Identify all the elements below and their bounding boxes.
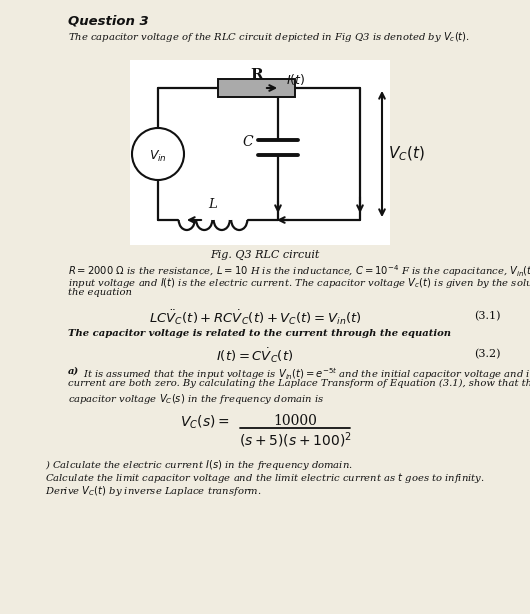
FancyBboxPatch shape [130, 60, 390, 245]
Text: C: C [243, 135, 253, 149]
Text: input voltage and $I(t)$ is the electric current. The capacitor voltage $V_c(t)$: input voltage and $I(t)$ is the electric… [68, 276, 530, 289]
Text: $I(t)$: $I(t)$ [286, 72, 305, 87]
Text: (3.1): (3.1) [474, 311, 500, 321]
Text: R: R [250, 68, 263, 82]
Text: a): a) [68, 367, 80, 376]
Text: $V_C(s) =$: $V_C(s) =$ [180, 413, 229, 430]
Text: It is assumed that the input voltage is $V_{in}(t) = e^{-5t}$ and the initial ca: It is assumed that the input voltage is … [83, 367, 530, 383]
Text: L: L [209, 198, 217, 211]
Text: The capacitor voltage of the RLC circuit depicted in Fig Q3 is denoted by $V_c(t: The capacitor voltage of the RLC circuit… [68, 30, 470, 44]
Text: the equation: the equation [68, 288, 132, 297]
Text: Calculate the limit capacitor voltage and the limit electric current as $t$ goes: Calculate the limit capacitor voltage an… [45, 471, 485, 485]
Text: 10000: 10000 [273, 414, 317, 428]
Text: Question 3: Question 3 [68, 14, 149, 27]
Text: $V_{in}$: $V_{in}$ [149, 149, 167, 163]
Text: Derive $V_C(t)$ by inverse Laplace transform.: Derive $V_C(t)$ by inverse Laplace trans… [45, 484, 262, 498]
Text: $(s+5)(s+100)^2$: $(s+5)(s+100)^2$ [238, 430, 351, 449]
Bar [218, 79, 295, 97]
Text: Fig. Q3 RLC circuit: Fig. Q3 RLC circuit [210, 250, 320, 260]
Text: $LC\ddot{V}_C(t) + RC\dot{V}_C(t) + V_C(t) = V_{in}(t)$: $LC\ddot{V}_C(t) + RC\dot{V}_C(t) + V_C(… [149, 308, 361, 327]
Text: $V_C(t)$: $V_C(t)$ [388, 145, 425, 163]
Text: capacitor voltage $V_C(s)$ in the frequency domain is: capacitor voltage $V_C(s)$ in the freque… [68, 392, 324, 405]
Text: The capacitor voltage is related to the current through the equation: The capacitor voltage is related to the … [68, 328, 451, 338]
Text: current are both zero. By calculating the Laplace Transform of Equation (3.1), s: current are both zero. By calculating th… [68, 379, 530, 388]
Circle shape [132, 128, 184, 180]
Text: $I(t) = C\dot{V}_C(t)$: $I(t) = C\dot{V}_C(t)$ [216, 346, 294, 365]
Text: $R = 2000\ \Omega$ is the resistance, $L = 10$ H is the inductance, $C = 10^{-4}: $R = 2000\ \Omega$ is the resistance, $L… [68, 263, 530, 279]
Text: ) Calculate the electric current $I(s)$ in the frequency domain.: ) Calculate the electric current $I(s)$ … [45, 458, 353, 472]
Text: (3.2): (3.2) [474, 349, 500, 359]
